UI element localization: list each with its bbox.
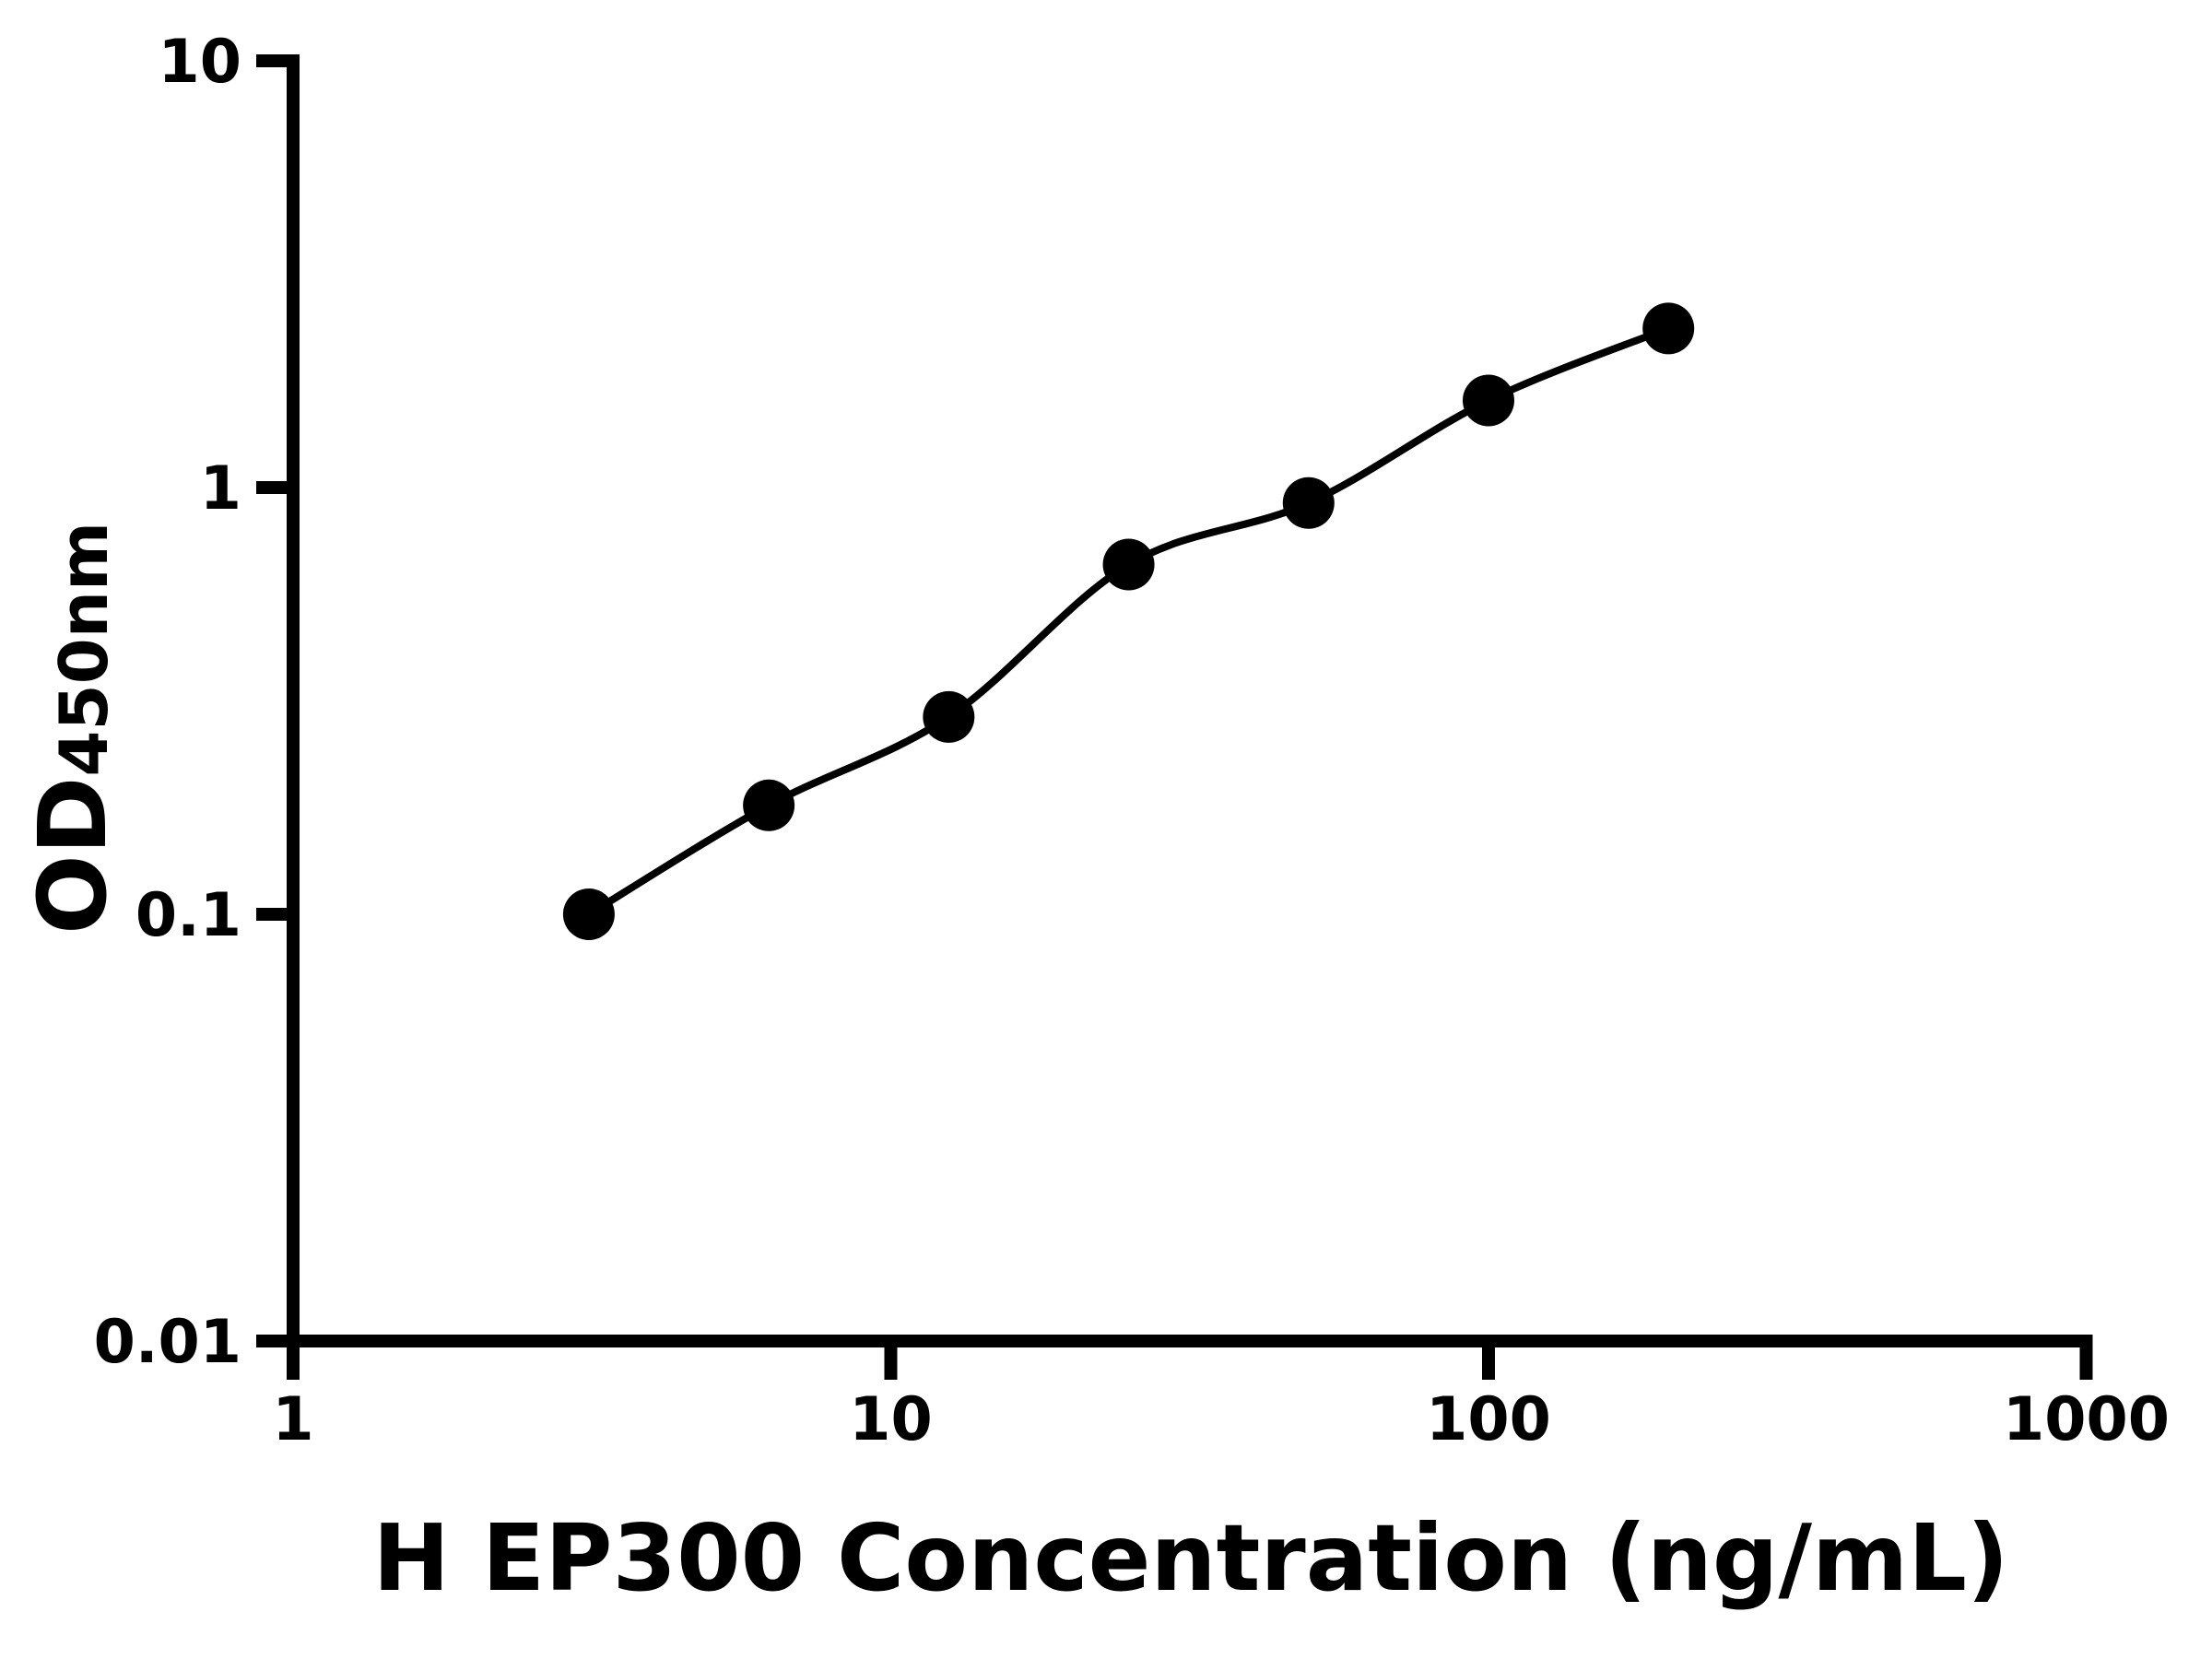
data-point-12.5ng bbox=[923, 690, 975, 743]
y-axis-title-main: OD bbox=[18, 776, 128, 935]
y-tick-label-1: 1 bbox=[200, 454, 241, 524]
y-tick-label-10: 10 bbox=[159, 28, 241, 97]
x-tick-label-100: 100 bbox=[1426, 1385, 1551, 1454]
axis-tick-labels: 1 10 100 1000 10 1 0.1 0.01 bbox=[94, 28, 2170, 1454]
x-tick-label-10: 10 bbox=[849, 1385, 932, 1454]
data-points bbox=[562, 302, 1695, 940]
x-tick-label-1: 1 bbox=[272, 1385, 313, 1454]
y-axis-title: OD450nm bbox=[18, 522, 128, 935]
data-point-50ng bbox=[1282, 477, 1335, 529]
data-point-25ng bbox=[1102, 538, 1155, 591]
x-axis-title: H EP300 Concentration (ng/mL) bbox=[372, 1504, 2009, 1612]
data-point-200ng bbox=[1642, 302, 1695, 355]
y-tick-label-0.01: 0.01 bbox=[94, 1308, 241, 1377]
data-point-6.25ng bbox=[743, 779, 795, 831]
axis-ticks bbox=[256, 54, 2093, 1380]
x-tick-label-1000: 1000 bbox=[2003, 1385, 2170, 1454]
data-point-100ng bbox=[1463, 374, 1514, 427]
axes bbox=[256, 54, 2093, 1347]
data-point-3.125ng bbox=[562, 888, 615, 940]
y-tick-label-0.1: 0.1 bbox=[135, 881, 241, 950]
y-axis-title-subscript: 450nm bbox=[45, 522, 123, 777]
